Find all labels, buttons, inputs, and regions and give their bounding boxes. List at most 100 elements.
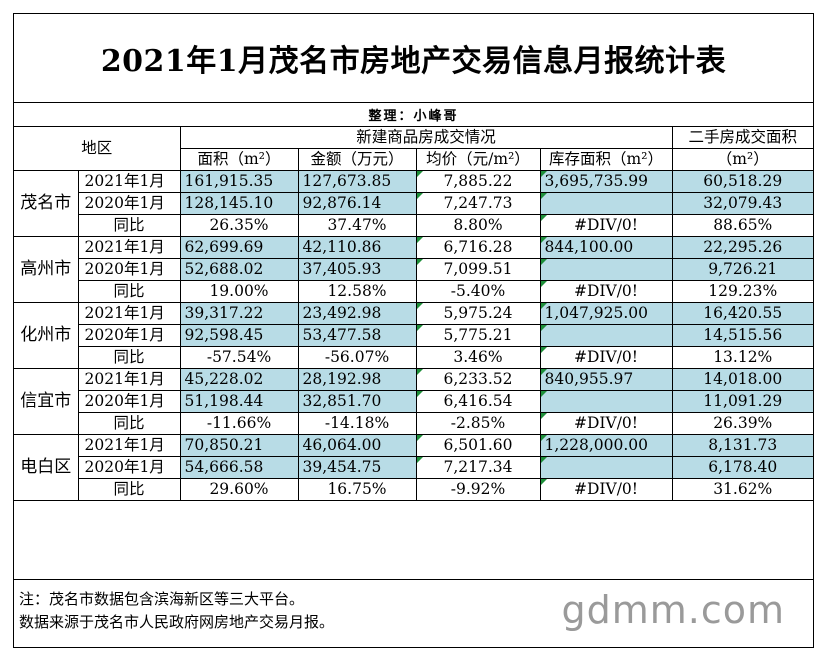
table-row: 2020年1月 54,666.58 39,454.75 7,217.34 6,178.4… [14, 456, 813, 479]
table-row: 电白区 2021年1月 70,850.21 46,064.00 6,501.60 1,22… [14, 434, 813, 501]
header-second-hand-group: 二手房成交面积 [671, 127, 813, 149]
cell-area: -11.66% [179, 412, 299, 435]
report-sheet: 2021年1月茂名市房地产交易信息月报统计表 整理：小峰哥 地区 新建商品房成交… [13, 13, 814, 648]
table-row: 同比 29.60% 16.75% -9.92% #DIV/0! 31.62% [14, 478, 813, 501]
cell-second: 32,079.43 [671, 192, 813, 215]
header-new-housing-group: 新建商品房成交情况 [179, 127, 673, 149]
cell-price: 6,716.28 [415, 236, 541, 259]
header-amount: 金额（万元） [297, 148, 417, 171]
header-inventory: 库存面积（m²） [539, 148, 673, 171]
cell-amount: 127,673.85 [297, 170, 417, 193]
yoy-label: 同比 [78, 214, 181, 237]
cell-inventory: 3,695,735.99 [539, 170, 673, 193]
cell-inventory: 844,100.00 [539, 236, 673, 259]
header-second-hand-unit: （m²） [671, 148, 813, 171]
period-label: 2020年1月 [78, 258, 181, 281]
cell-inventory [539, 324, 673, 347]
table-row: 2020年1月 92,598.45 53,477.58 5,775.21 14,515.… [14, 324, 813, 347]
cell-inventory [539, 456, 673, 479]
period-label: 2020年1月 [78, 324, 181, 347]
region-name: 茂名市 [14, 170, 79, 237]
cell-second: 9,726.21 [671, 258, 813, 281]
cell-inventory: 840,955.97 [539, 368, 673, 391]
cell-inventory [539, 390, 673, 413]
cell-second: 8,131.73 [671, 434, 813, 457]
region-name: 信宜市 [14, 368, 79, 435]
cell-price: 7,099.51 [415, 258, 541, 281]
period-label: 2021年1月 [77, 434, 181, 457]
cell-area: 26.35% [179, 214, 299, 237]
cell-price: 7,885.22 [415, 170, 541, 193]
cell-area: -57.54% [179, 346, 299, 369]
notes-area: 注：茂名市数据包含滨海新区等三大平台。 数据来源于茂名市人民政府网房地产交易月报… [14, 579, 813, 648]
cell-inventory: #DIV/0! [539, 214, 673, 237]
cell-area: 52,688.02 [179, 258, 299, 281]
cell-amount: -14.18% [297, 412, 417, 435]
cell-price: 7,247.73 [415, 192, 541, 215]
cell-second: 88.65% [671, 214, 813, 237]
table-row: 化州市 2021年1月 39,317.22 23,492.98 5,975.24 1,04… [14, 302, 813, 369]
cell-amount: 42,110.86 [297, 236, 417, 259]
region-name: 电白区 [14, 434, 79, 501]
table-row: 同比 -11.66% -14.18% -2.85% #DIV/0! 26.39% [14, 412, 813, 435]
cell-area: 54,666.58 [179, 456, 299, 479]
period-label: 2021年1月 [77, 302, 181, 325]
cell-price: 7,217.34 [415, 456, 541, 479]
region-name: 化州市 [14, 302, 79, 369]
cell-second: 26.39% [671, 412, 813, 435]
cell-inventory [539, 192, 673, 215]
yoy-label: 同比 [78, 280, 181, 303]
cell-amount: 37,405.93 [297, 258, 417, 281]
yoy-label: 同比 [78, 346, 181, 369]
cell-second: 14,515.56 [671, 324, 813, 347]
cell-amount: 32,851.70 [297, 390, 417, 413]
cell-inventory: #DIV/0! [539, 346, 673, 369]
table-row: 同比 26.35% 37.47% 8.80% #DIV/0! 88.65% [14, 214, 813, 237]
report-title: 2021年1月茂名市房地产交易信息月报统计表 [14, 14, 813, 103]
note-line-2: 数据来源于茂名市人民政府网房地产交易月报。 [19, 613, 335, 631]
period-label: 2020年1月 [78, 192, 181, 215]
period-label: 2020年1月 [78, 390, 181, 413]
cell-price: 5,975.24 [415, 302, 541, 325]
cell-area: 161,915.35 [179, 170, 299, 193]
cell-price: 6,501.60 [415, 434, 541, 457]
cell-price: -5.40% [415, 280, 541, 303]
cell-inventory: #DIV/0! [539, 478, 673, 501]
cell-amount: 37.47% [297, 214, 417, 237]
cell-area: 39,317.22 [179, 302, 299, 325]
cell-amount: 53,477.58 [297, 324, 417, 347]
table-row: 2020年1月 128,145.10 92,876.14 7,247.73 32,079… [14, 192, 813, 215]
cell-inventory: #DIV/0! [539, 412, 673, 435]
yoy-label: 同比 [78, 412, 181, 435]
cell-area: 62,699.69 [179, 236, 299, 259]
cell-second: 22,295.26 [671, 236, 813, 259]
cell-price: 8.80% [415, 214, 541, 237]
cell-amount: 46,064.00 [297, 434, 417, 457]
cell-price: -9.92% [415, 478, 541, 501]
cell-price: 5,775.21 [415, 324, 541, 347]
cell-area: 29.60% [179, 478, 299, 501]
table-row: 高州市 2021年1月 62,699.69 42,110.86 6,716.28 844,… [14, 236, 813, 303]
cell-area: 45,228.02 [179, 368, 299, 391]
table-row: 2020年1月 52,688.02 37,405.93 7,099.51 9,726.2… [14, 258, 813, 281]
cell-area: 128,145.10 [179, 192, 299, 215]
table-row: 信宜市 2021年1月 45,228.02 28,192.98 6,233.52 840,… [14, 368, 813, 435]
cell-price: 6,233.52 [415, 368, 541, 391]
cell-second: 16,420.55 [671, 302, 813, 325]
cell-area: 51,198.44 [179, 390, 299, 413]
period-label: 2020年1月 [78, 456, 181, 479]
cell-amount: 16.75% [297, 478, 417, 501]
table-row: 同比 -57.54% -56.07% 3.46% #DIV/0! 13.12% [14, 346, 813, 369]
cell-price: 6,416.54 [415, 390, 541, 413]
table-row: 同比 19.00% 12.58% -5.40% #DIV/0! 129.23% [14, 280, 813, 303]
cell-inventory: 1,228,000.00 [539, 434, 673, 457]
cell-area: 19.00% [179, 280, 299, 303]
cell-second: 11,091.29 [671, 390, 813, 413]
region-name: 高州市 [14, 236, 79, 303]
header-area: 面积（m²） [180, 148, 299, 171]
table-row: 2020年1月 51,198.44 32,851.70 6,416.54 11,091.… [14, 390, 813, 413]
yoy-label: 同比 [78, 478, 181, 501]
period-label: 2021年1月 [77, 170, 181, 193]
cell-amount: 12.58% [297, 280, 417, 303]
cell-price: 3.46% [415, 346, 541, 369]
